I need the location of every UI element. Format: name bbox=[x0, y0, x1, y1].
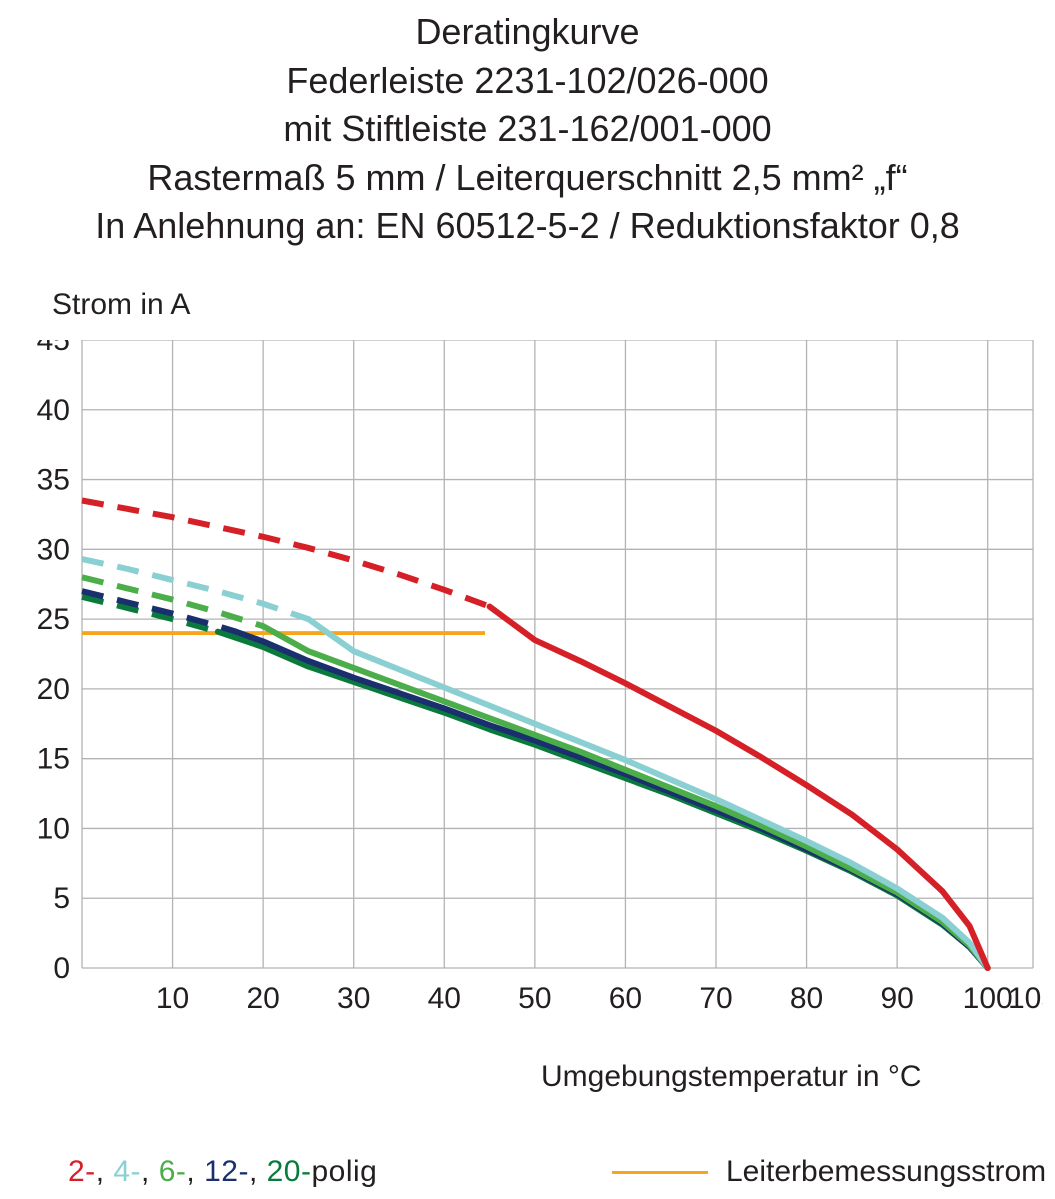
svg-text:20: 20 bbox=[37, 673, 70, 706]
svg-text:80: 80 bbox=[790, 982, 823, 1015]
title-block: Deratingkurve Federleiste 2231-102/026-0… bbox=[0, 0, 1055, 251]
svg-text:35: 35 bbox=[37, 464, 70, 497]
title-line-1: Deratingkurve bbox=[0, 8, 1055, 57]
svg-text:105: 105 bbox=[1008, 982, 1043, 1015]
svg-text:40: 40 bbox=[37, 394, 70, 427]
svg-text:15: 15 bbox=[37, 743, 70, 776]
page-root: { "canvas": { "width": 1055, "height": 1… bbox=[0, 0, 1055, 1199]
x-axis-label: Umgebungstemperatur in °C bbox=[541, 1060, 922, 1094]
legend-series-text: 2-, 4-, 6-, 12-, 20-polig bbox=[68, 1155, 377, 1189]
legend-conductor-rating: Leiterbemessungsstrom bbox=[612, 1155, 1046, 1189]
legend-conductor-label: Leiterbemessungsstrom bbox=[726, 1155, 1046, 1189]
svg-text:100: 100 bbox=[963, 982, 1013, 1015]
title-line-4: Rastermaß 5 mm / Leiterquerschnitt 2,5 m… bbox=[0, 154, 1055, 203]
derating-chart: 0 5 10 15 20 25 30 35 40 45 10 20 30 40 50 60 70 80 90 1001… bbox=[32, 340, 1043, 1028]
title-line-5: In Anlehnung an: EN 60512-5-2 / Reduktio… bbox=[0, 202, 1055, 251]
svg-text:90: 90 bbox=[880, 982, 913, 1015]
svg-text:25: 25 bbox=[37, 603, 70, 636]
svg-text:20: 20 bbox=[246, 982, 279, 1015]
svg-text:10: 10 bbox=[37, 812, 70, 845]
svg-text:45: 45 bbox=[37, 340, 70, 357]
svg-text:30: 30 bbox=[337, 982, 370, 1015]
svg-text:40: 40 bbox=[428, 982, 461, 1015]
legend-line-icon bbox=[612, 1171, 708, 1174]
title-line-3: mit Stiftleiste 231-162/001-000 bbox=[0, 105, 1055, 154]
svg-text:70: 70 bbox=[699, 982, 732, 1015]
y-axis-label: Strom in A bbox=[52, 288, 190, 322]
svg-text:50: 50 bbox=[518, 982, 551, 1015]
svg-text:30: 30 bbox=[37, 533, 70, 566]
legend-series: 2-, 4-, 6-, 12-, 20-polig bbox=[68, 1155, 377, 1189]
title-line-2: Federleiste 2231-102/026-000 bbox=[0, 57, 1055, 106]
svg-text:60: 60 bbox=[609, 982, 642, 1015]
svg-text:5: 5 bbox=[53, 882, 70, 915]
svg-text:10: 10 bbox=[156, 982, 189, 1015]
svg-text:0: 0 bbox=[53, 952, 70, 985]
